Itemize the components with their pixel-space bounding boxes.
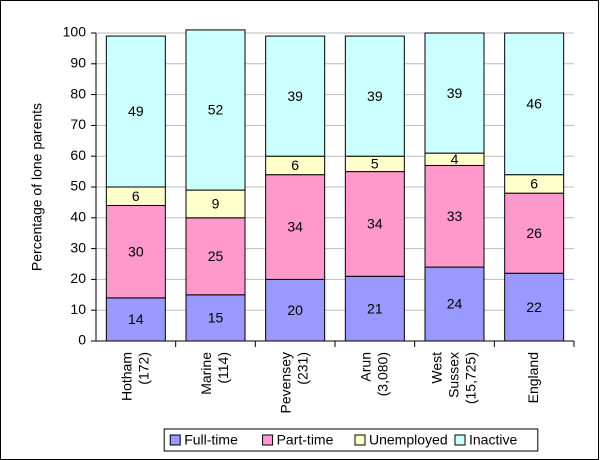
y-tick-label: 80 (70, 85, 86, 101)
y-tick-label: 100 (63, 24, 87, 40)
data-label: 6 (530, 176, 538, 192)
y-tick-label: 50 (70, 178, 86, 194)
y-tick-label: 20 (70, 270, 86, 286)
data-label: 33 (447, 208, 463, 224)
data-label: 6 (132, 188, 140, 204)
legend-label: Part-time (277, 432, 334, 448)
data-label: 49 (128, 103, 144, 119)
bar-segment (265, 35, 326, 157)
y-tick-label: 70 (70, 116, 86, 132)
y-tick-label: 10 (70, 301, 86, 317)
data-label: 4 (451, 151, 459, 167)
bar-segment (185, 29, 246, 191)
bar-segment (424, 266, 485, 342)
data-label: 46 (526, 96, 542, 112)
bar-segment (504, 272, 565, 342)
data-label: 5 (371, 156, 379, 172)
y-tick-label: 30 (70, 239, 86, 255)
bar-segment (504, 192, 565, 274)
legend-swatch (454, 434, 466, 446)
x-tick-label: Arun(3,080) (357, 352, 390, 396)
data-label: 39 (367, 88, 383, 104)
bar-segment (105, 204, 166, 299)
x-tick-label: England (525, 352, 541, 403)
y-tick-label: 60 (70, 147, 86, 163)
data-label: 39 (447, 85, 463, 101)
legend-label: Unemployed (369, 432, 448, 448)
y-tick-label: 90 (70, 55, 86, 71)
bar-segment (424, 164, 485, 268)
data-label: 9 (212, 196, 220, 212)
y-tick-label: 0 (78, 332, 86, 348)
data-label: 39 (287, 88, 303, 104)
data-label: 30 (128, 243, 144, 259)
x-tick-label: Hotham(172) (118, 352, 151, 401)
bar-segment (344, 35, 405, 157)
legend-label: Inactive (469, 432, 517, 448)
data-label: 14 (128, 311, 144, 327)
legend-swatch (354, 434, 366, 446)
bar-segment (265, 174, 326, 280)
data-label: 6 (291, 157, 299, 173)
y-tick-label: 40 (70, 209, 86, 225)
data-label: 52 (208, 102, 224, 118)
x-tick-label: Pevensey(231) (277, 352, 310, 413)
bar-segment (105, 297, 166, 342)
data-label: 34 (287, 219, 303, 235)
data-label: 20 (287, 302, 303, 318)
data-label: 25 (208, 248, 224, 264)
data-label: 21 (367, 300, 383, 316)
legend-swatch (262, 434, 274, 446)
bar-segment (185, 294, 246, 342)
bar-segment (185, 217, 246, 296)
data-label: 26 (526, 225, 542, 241)
bar-segment (424, 32, 485, 154)
data-label: 24 (447, 296, 463, 312)
bar-segment (105, 35, 166, 188)
y-axis-label: Percentage of lone parents (29, 103, 45, 271)
data-label: 22 (526, 299, 542, 315)
x-tick-label: Marine(114) (198, 352, 231, 395)
bar-segment (344, 171, 405, 277)
legend: Full-time Part-time Unemployed Inactive (163, 428, 539, 452)
data-label: 34 (367, 216, 383, 232)
bar-segment (504, 32, 565, 176)
x-tick-label: WestSussex(15,725) (428, 352, 478, 404)
legend-swatch (169, 434, 181, 446)
bar-segment (265, 278, 326, 342)
legend-box (163, 428, 539, 452)
legend-label: Full-time (184, 432, 238, 448)
data-label: 15 (208, 310, 224, 326)
